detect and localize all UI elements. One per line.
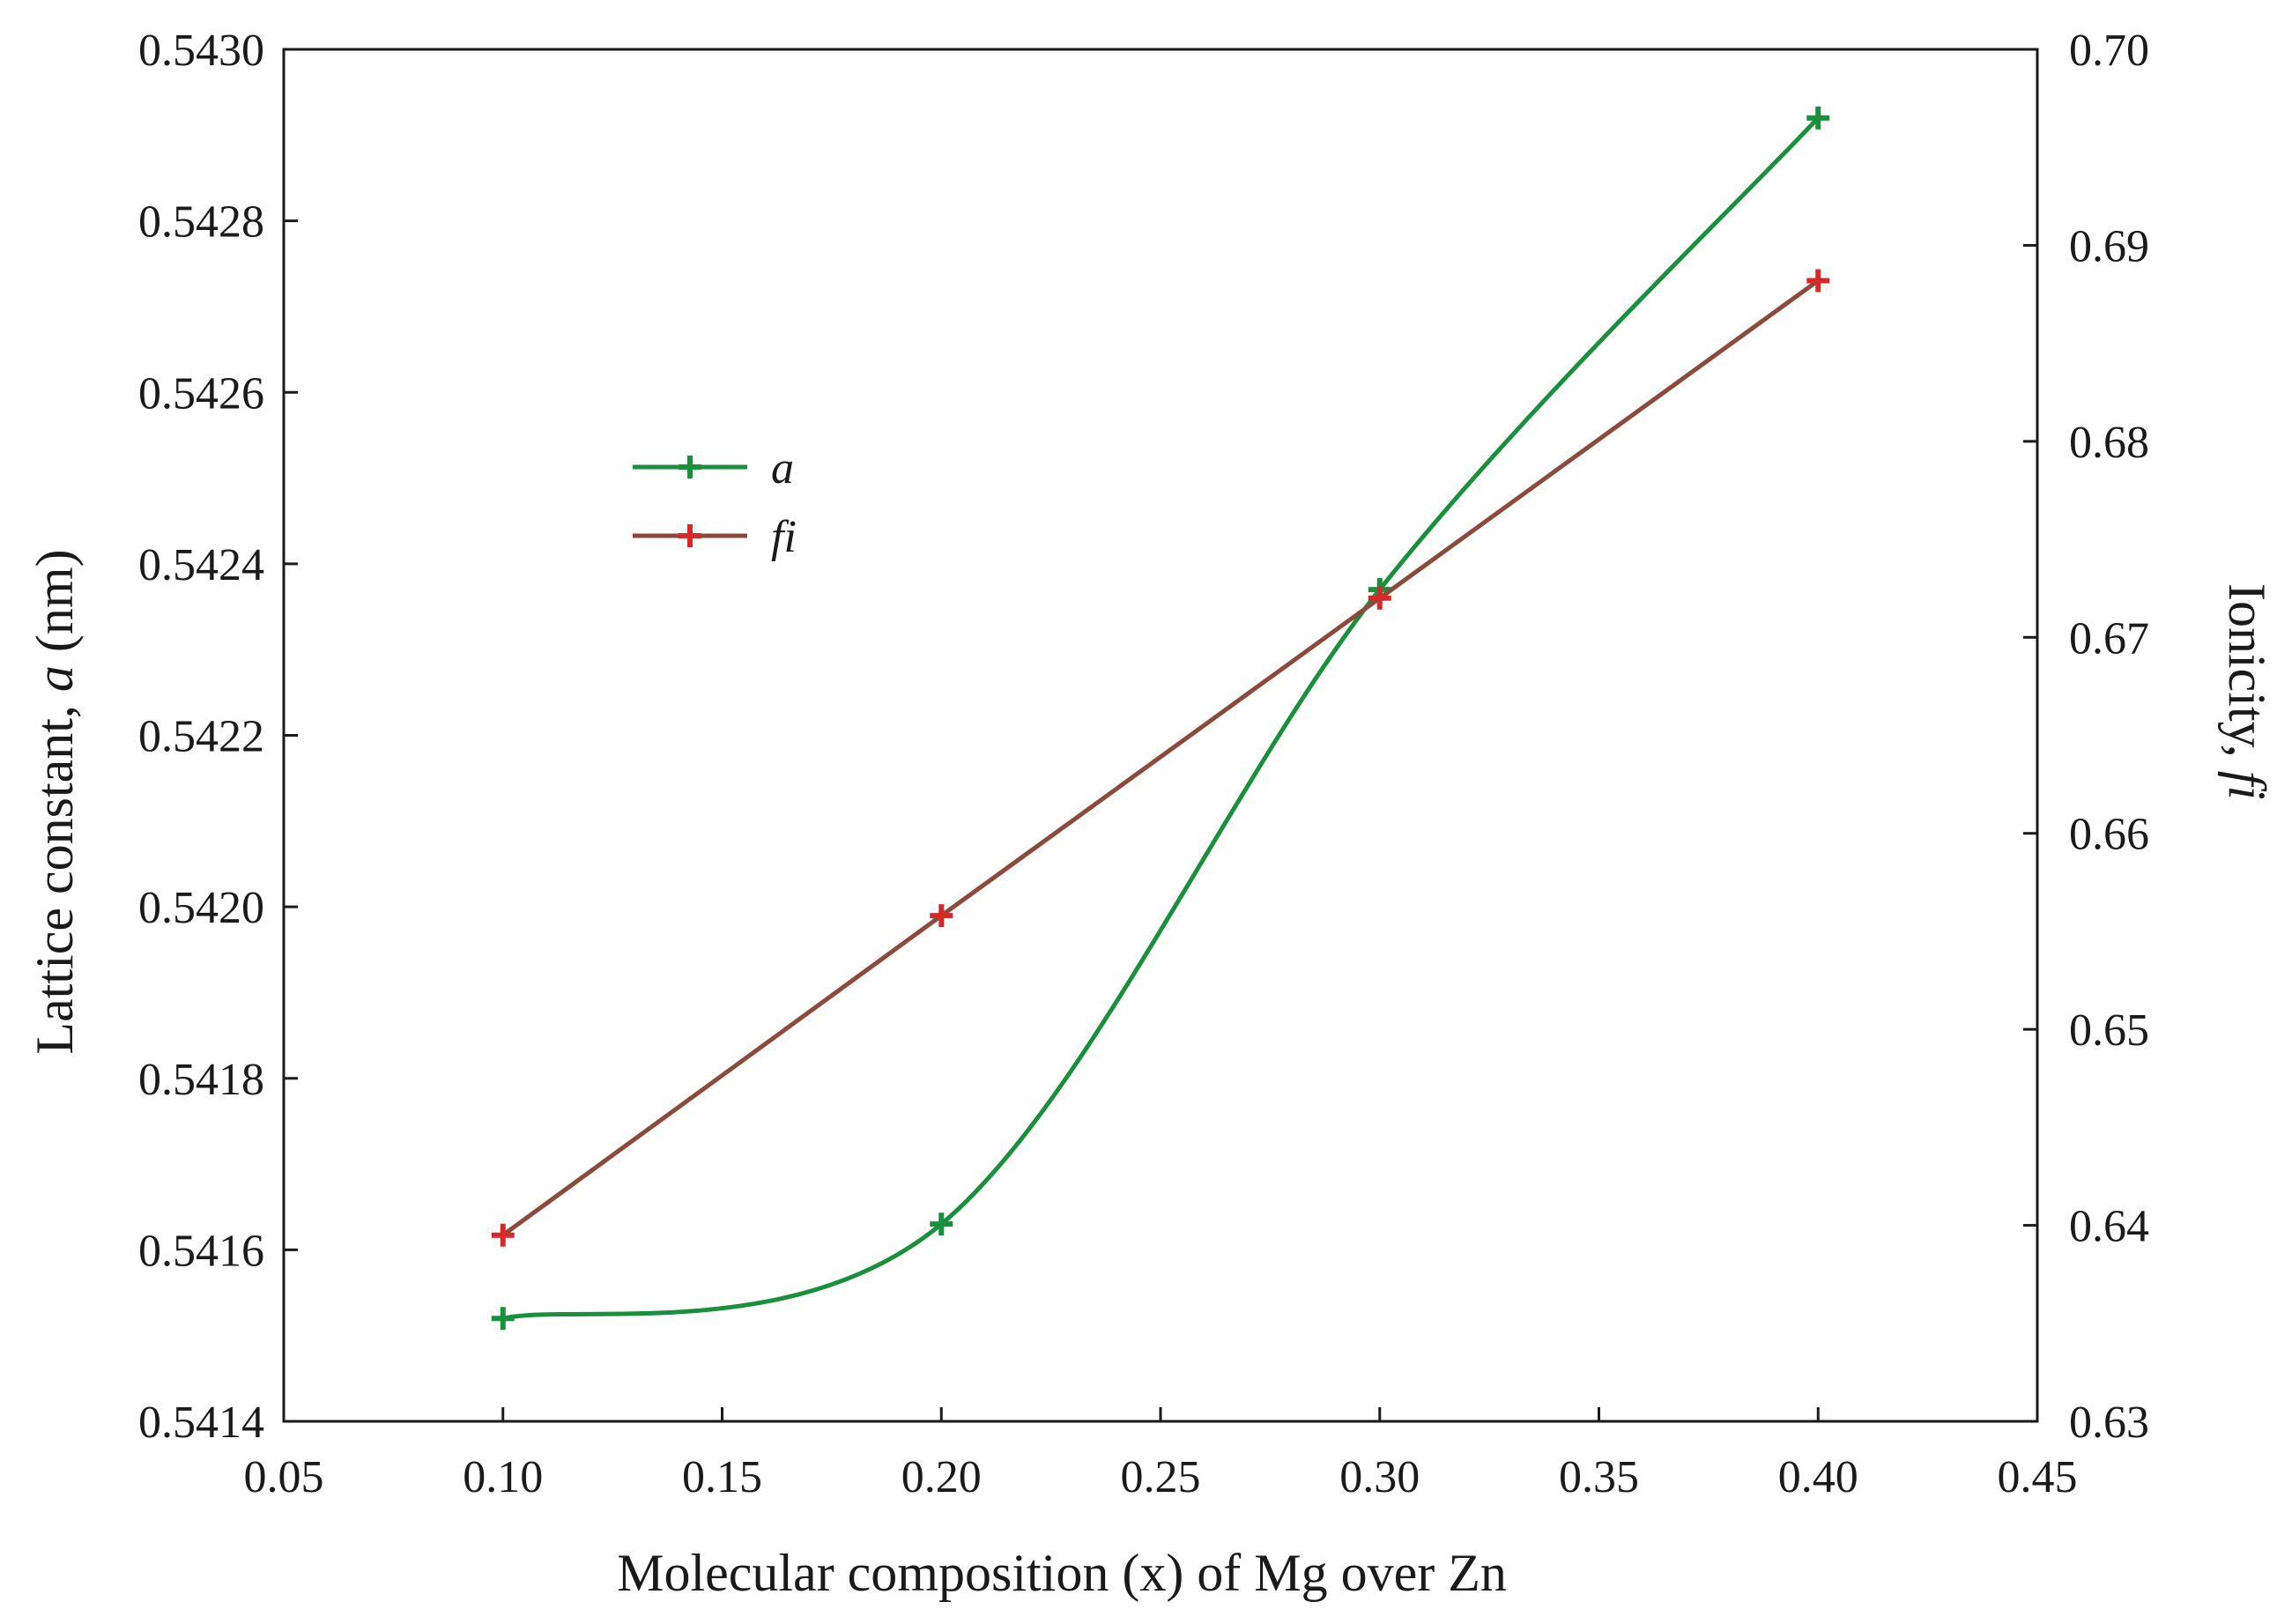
plot-frame bbox=[282, 48, 2039, 1423]
x-tick-label: 0.45 bbox=[1998, 1452, 2078, 1502]
axes-layer: 0.05 0.10 0.15 0.20 0.25 0.30 0.35 0.40 0.45 0.54… bbox=[138, 26, 2149, 1502]
legend: a fi bbox=[633, 443, 797, 562]
y-left-tick-label: 0.5424 bbox=[138, 540, 264, 590]
data-point-fi bbox=[930, 904, 953, 928]
series-layer bbox=[491, 106, 1830, 1331]
y-left-tick-label: 0.5422 bbox=[138, 712, 264, 762]
x-tick-label: 0.15 bbox=[682, 1452, 762, 1502]
x-tick-label: 0.35 bbox=[1559, 1452, 1639, 1502]
y-left-tick-label: 0.5428 bbox=[138, 197, 264, 248]
x-tick-label: 0.25 bbox=[1121, 1452, 1201, 1502]
x-tick-label: 0.40 bbox=[1778, 1452, 1858, 1502]
y-right-tick-label: 0.67 bbox=[2069, 613, 2149, 664]
y-right-tick-label: 0.68 bbox=[2069, 418, 2149, 468]
y-left-tick-label: 0.5430 bbox=[138, 26, 264, 76]
y-right-axis-title-prefix: Ionicity, bbox=[2218, 583, 2276, 771]
y-right-tick-label: 0.69 bbox=[2069, 221, 2149, 271]
legend-label-a: a bbox=[771, 443, 794, 493]
y-right-tick-label: 0.65 bbox=[2069, 1005, 2149, 1056]
y-right-axis-title: Ionicity, fi bbox=[2218, 583, 2276, 800]
data-point-a bbox=[1806, 106, 1830, 130]
x-tick-label: 0.30 bbox=[1339, 1452, 1420, 1502]
y-left-axis-title: Lattice constant, a (nm) bbox=[26, 549, 84, 1054]
data-point-fi bbox=[491, 1223, 515, 1247]
data-point-a bbox=[930, 1212, 953, 1236]
x-axis-title: Molecular composition (x) of Mg over Zn bbox=[617, 1544, 1507, 1602]
y-left-tick-label: 0.5418 bbox=[138, 1055, 264, 1105]
legend-marker-fi bbox=[679, 524, 701, 547]
y-right-tick-label: 0.63 bbox=[2069, 1398, 2149, 1448]
data-point-a bbox=[491, 1307, 515, 1331]
legend-label-fi: fi bbox=[771, 512, 797, 562]
y-right-tick-label: 0.66 bbox=[2069, 810, 2149, 860]
data-point-fi bbox=[1806, 269, 1830, 293]
x-tick-label: 0.20 bbox=[901, 1452, 982, 1502]
legend-marker-a bbox=[679, 456, 701, 478]
y-left-tick-label: 0.5414 bbox=[138, 1398, 264, 1448]
y-left-tick-label: 0.5426 bbox=[138, 368, 264, 419]
y-left-axis-title-prefix: Lattice constant, bbox=[26, 692, 84, 1055]
y-right-tick-label: 0.64 bbox=[2069, 1202, 2149, 1252]
series-line-a bbox=[501, 115, 1821, 1321]
x-tick-label: 0.05 bbox=[244, 1452, 324, 1502]
y-left-axis-title-suffix: (nm) bbox=[26, 549, 84, 665]
y-left-tick-label: 0.5416 bbox=[138, 1226, 264, 1276]
data-point-fi bbox=[1368, 586, 1391, 610]
series-line-fi bbox=[501, 278, 1821, 1238]
y-left-tick-label: 0.5420 bbox=[138, 883, 264, 933]
y-right-axis-title-symbol: fi bbox=[2218, 771, 2276, 800]
y-right-tick-label: 0.70 bbox=[2069, 26, 2149, 76]
y-left-axis-title-symbol: a bbox=[26, 665, 84, 692]
x-tick-label: 0.10 bbox=[463, 1452, 543, 1502]
